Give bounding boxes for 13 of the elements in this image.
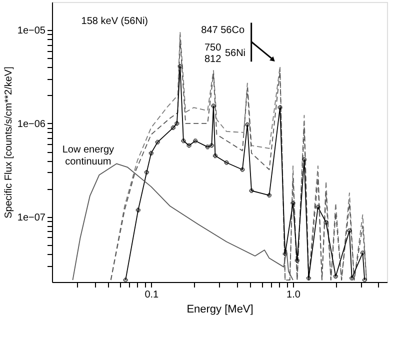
y-axis-title: Specific Flux [counts/s/cm**2/keV] [3,66,14,218]
annotation: 56Ni [224,48,246,59]
x-axis-title: Energy [MeV] [186,304,254,316]
annotation: 847 56Co [201,25,245,36]
annotation: 158 keV (56Ni) [81,16,148,28]
y-tick-label: 1e−06 [17,118,46,130]
y-tick-label: 1e−07 [17,212,46,224]
annotation: Low energy continuum [62,144,114,168]
x-tick-label: 1.0 [286,290,301,300]
x-tick-label: 0.1 [144,290,160,300]
y-tick-label: 1e−05 [17,26,46,37]
annotation: 812 [204,54,222,65]
annotation: 750 [204,42,222,54]
